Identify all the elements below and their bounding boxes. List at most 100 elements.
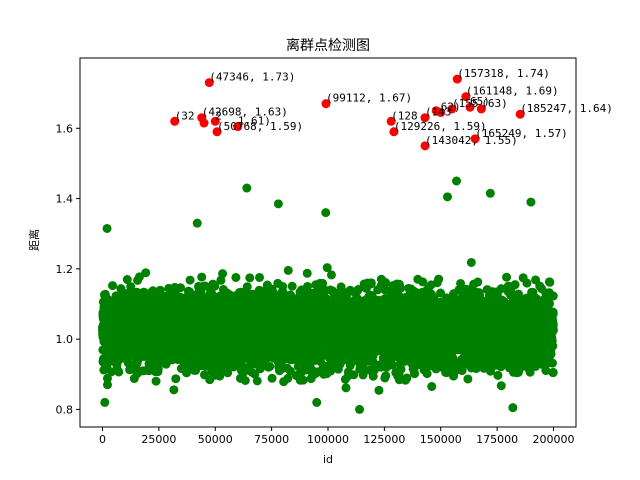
normal-point xyxy=(374,385,384,395)
normal-point xyxy=(507,341,517,351)
normal-point xyxy=(341,383,351,393)
normal-point xyxy=(169,385,179,395)
normal-point xyxy=(182,368,192,378)
normal-point xyxy=(218,356,228,366)
normal-point xyxy=(474,288,484,298)
normal-point xyxy=(358,363,368,373)
normal-point xyxy=(369,306,379,316)
normal-point xyxy=(523,335,533,345)
normal-point xyxy=(141,268,151,278)
normal-point xyxy=(247,367,257,377)
normal-point xyxy=(170,289,180,299)
normal-point xyxy=(126,282,136,292)
normal-point xyxy=(392,279,402,289)
normal-point xyxy=(141,365,151,375)
normal-point xyxy=(421,362,431,372)
normal-point xyxy=(463,374,473,384)
normal-point xyxy=(121,292,131,302)
normal-point xyxy=(466,257,476,267)
normal-point xyxy=(230,304,240,314)
normal-point xyxy=(335,357,345,367)
normal-points xyxy=(98,176,558,414)
normal-point xyxy=(512,296,522,306)
normal-point xyxy=(285,290,295,300)
normal-point xyxy=(525,367,535,377)
normal-point xyxy=(493,370,503,380)
normal-point xyxy=(345,361,355,371)
normal-point xyxy=(401,309,411,319)
normal-point xyxy=(430,351,440,361)
normal-point xyxy=(189,299,199,309)
normal-point xyxy=(302,268,312,278)
normal-point xyxy=(215,348,225,358)
normal-point xyxy=(502,272,512,282)
normal-point xyxy=(358,370,368,380)
normal-point xyxy=(506,286,516,296)
normal-point xyxy=(185,275,195,285)
normal-point xyxy=(116,341,126,351)
normal-point xyxy=(283,373,293,383)
normal-point xyxy=(221,363,231,373)
normal-point xyxy=(153,364,163,374)
normal-point xyxy=(541,366,551,376)
normal-point xyxy=(449,367,459,377)
normal-point xyxy=(101,364,111,374)
normal-point xyxy=(113,365,123,375)
normal-point xyxy=(289,338,299,348)
normal-point xyxy=(252,376,262,386)
normal-point xyxy=(133,275,143,285)
normal-point xyxy=(268,295,278,305)
normal-point xyxy=(260,322,270,332)
normal-point xyxy=(326,270,336,280)
normal-point xyxy=(298,375,308,385)
normal-point xyxy=(236,359,246,369)
normal-point xyxy=(488,348,498,358)
normal-point xyxy=(108,281,118,291)
normal-point xyxy=(183,286,193,296)
normal-point xyxy=(339,314,349,324)
normal-point xyxy=(189,315,199,325)
normal-point xyxy=(132,369,142,379)
normal-point xyxy=(366,278,376,288)
normal-point xyxy=(205,302,215,312)
normal-point xyxy=(255,272,265,282)
normal-point xyxy=(489,296,499,306)
normal-point xyxy=(381,371,391,381)
normal-point xyxy=(235,287,245,297)
normal-point xyxy=(304,363,314,373)
normal-point xyxy=(328,286,338,296)
normal-point xyxy=(127,360,137,370)
normal-point xyxy=(251,302,261,312)
normal-point xyxy=(475,333,485,343)
normal-point xyxy=(265,351,275,361)
normal-point xyxy=(340,374,350,384)
normal-point xyxy=(315,356,325,366)
normal-point xyxy=(322,263,332,273)
normal-point xyxy=(151,376,161,386)
normal-point xyxy=(415,336,425,346)
normal-point xyxy=(122,275,132,285)
normal-point xyxy=(486,356,496,366)
normal-point xyxy=(406,349,416,359)
normal-point xyxy=(293,354,303,364)
normal-point xyxy=(548,368,558,378)
normal-point xyxy=(370,298,380,308)
normal-point xyxy=(482,298,492,308)
normal-point xyxy=(406,284,416,294)
normal-point xyxy=(417,287,427,297)
normal-point xyxy=(285,304,295,314)
normal-point xyxy=(324,337,334,347)
normal-point xyxy=(194,281,204,291)
normal-point xyxy=(386,287,396,297)
normal-point xyxy=(133,291,143,301)
normal-point xyxy=(324,300,334,310)
normal-point xyxy=(287,281,297,291)
normal-point xyxy=(336,282,346,292)
normal-point xyxy=(485,287,495,297)
normal-point xyxy=(208,352,218,362)
normal-point xyxy=(437,335,447,345)
normal-point xyxy=(105,308,115,318)
normal-point xyxy=(541,288,551,298)
normal-point xyxy=(216,295,226,305)
normal-point xyxy=(102,373,112,383)
